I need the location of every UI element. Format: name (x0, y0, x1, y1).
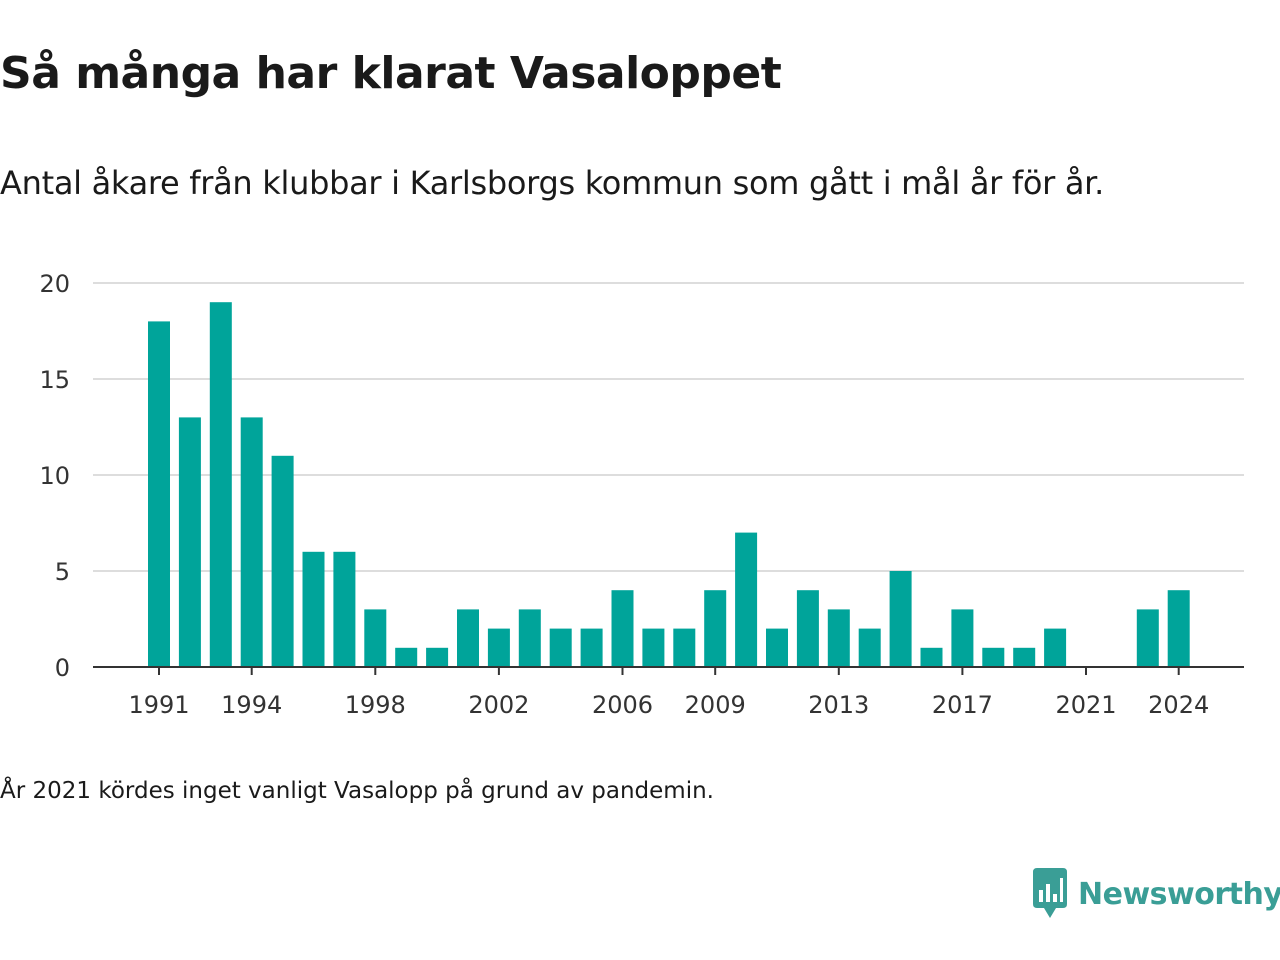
newsworthy-logo-icon (1033, 868, 1067, 918)
x-tick-label: 1991 (128, 691, 189, 719)
y-tick-label: 20 (39, 270, 70, 298)
bar-1991 (148, 321, 170, 667)
bar-2014 (858, 628, 881, 667)
bar-2001 (457, 609, 479, 667)
chart-title: Så många har klarat Vasaloppet (0, 48, 782, 99)
axes: 0 5 10 15 20 1991 1994 1998 2002 2006 2009 2013 2017… (39, 270, 1244, 719)
chart-subtitle: Antal åkare från klubbar i Karlsborgs ko… (0, 164, 1104, 202)
y-tick-label: 10 (39, 462, 70, 490)
bar-2003 (518, 609, 541, 667)
gridlines (93, 282, 1244, 572)
bar-1992 (178, 417, 201, 667)
bar-2012 (796, 590, 819, 667)
x-tick-label: 2006 (592, 691, 653, 719)
bar-2015 (889, 571, 912, 667)
bar-2011 (766, 628, 788, 667)
bar-2008 (673, 628, 696, 667)
bar-2020 (1044, 628, 1067, 667)
bar-2004 (549, 628, 572, 667)
bar-2000 (426, 647, 449, 667)
x-tick-label: 2002 (468, 691, 529, 719)
brand-name: Newsworthy (1078, 876, 1280, 912)
bar-1995 (271, 455, 294, 667)
bar-2007 (642, 628, 665, 667)
x-tick-label: 2024 (1148, 691, 1209, 719)
bars (148, 302, 1190, 667)
bar-2017 (951, 609, 974, 667)
bar-chart: 0 5 10 15 20 1991 1994 1998 2002 2006 2009 2013 2017… (39, 270, 1244, 719)
bar-2010 (735, 532, 758, 667)
bar-2002 (487, 628, 510, 667)
bar-2009 (704, 590, 727, 667)
footnote: År 2021 kördes inget vanligt Vasalopp på… (0, 778, 714, 804)
bar-2013 (827, 609, 850, 667)
x-tick-label: 2017 (932, 691, 993, 719)
bar-2005 (580, 628, 603, 667)
bar-2016 (920, 647, 943, 667)
bar-1996 (302, 551, 325, 667)
bar-1999 (395, 647, 418, 667)
brand-logo: Newsworthy (1030, 866, 1280, 922)
bar-1998 (364, 609, 387, 667)
y-tick-label: 5 (55, 558, 70, 586)
bar-2019 (1013, 647, 1036, 667)
x-tick-label: 1998 (345, 691, 406, 719)
x-tick-label: 2021 (1055, 691, 1116, 719)
bar-1994 (240, 417, 263, 667)
bar-2023 (1136, 609, 1159, 667)
x-tick-label: 2013 (808, 691, 869, 719)
y-tick-label: 15 (39, 366, 70, 394)
bar-1993 (209, 302, 232, 667)
bar-2018 (982, 647, 1005, 667)
bar-2006 (611, 590, 634, 667)
x-tick-label: 2009 (685, 691, 746, 719)
bar-1997 (333, 551, 356, 667)
x-tick-label: 1994 (221, 691, 282, 719)
y-tick-label: 0 (55, 654, 70, 682)
bar-2024 (1167, 590, 1190, 667)
